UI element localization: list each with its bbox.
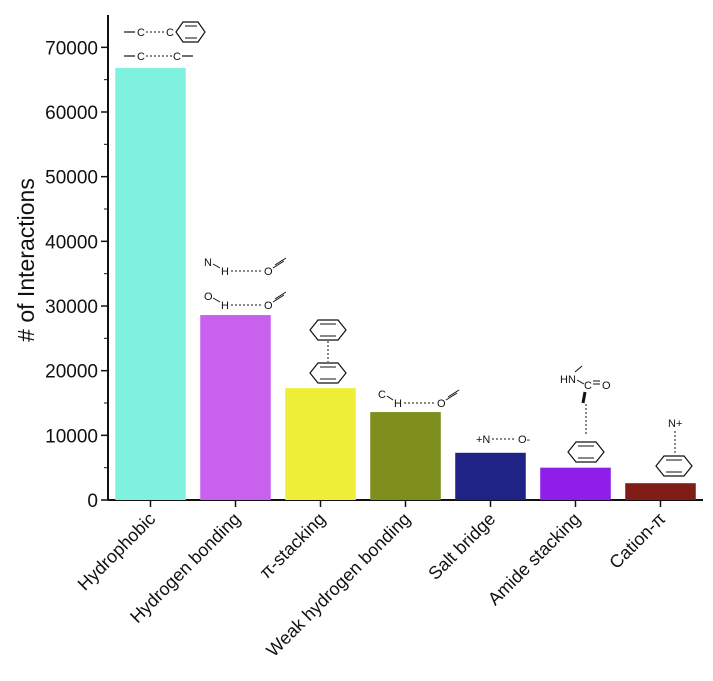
svg-text:+N: +N bbox=[476, 434, 490, 446]
y-tick-label: 20000 bbox=[45, 362, 98, 383]
y-tick-label: 10000 bbox=[45, 426, 98, 447]
bar bbox=[200, 315, 271, 500]
y-tick-label: 50000 bbox=[45, 168, 98, 189]
svg-text:C: C bbox=[137, 27, 145, 39]
x-tick-label: Cation-π bbox=[605, 509, 669, 573]
hydrophobic-cc-icon: C C bbox=[124, 51, 193, 63]
svg-text:H: H bbox=[221, 266, 229, 278]
svg-text:O: O bbox=[264, 300, 273, 312]
svg-text:C: C bbox=[584, 380, 592, 392]
svg-text:O-: O- bbox=[518, 434, 531, 446]
svg-text:C: C bbox=[378, 389, 386, 401]
x-tick-label: Weak hydrogen bonding bbox=[262, 509, 414, 661]
svg-text:C: C bbox=[137, 51, 145, 63]
svg-text:O: O bbox=[204, 291, 213, 303]
x-tick-label: Salt bridge bbox=[424, 509, 499, 584]
svg-text:C: C bbox=[166, 27, 174, 39]
y-tick-label: 40000 bbox=[45, 232, 98, 253]
svg-text:C: C bbox=[173, 51, 181, 63]
bar bbox=[285, 388, 356, 500]
y-tick-label: 30000 bbox=[45, 297, 98, 318]
x-tick-label: Amide stacking bbox=[484, 509, 584, 609]
y-tick-label: 60000 bbox=[45, 103, 98, 124]
svg-text:O: O bbox=[437, 398, 446, 410]
svg-text:O: O bbox=[264, 266, 273, 278]
y-axis-title: # of Interactions bbox=[13, 178, 39, 342]
bars bbox=[115, 68, 696, 500]
bar bbox=[540, 467, 611, 500]
nh-o-hbond-icon: N H O bbox=[204, 257, 287, 278]
x-tick-label: π-stacking bbox=[255, 509, 329, 583]
svg-text:HN: HN bbox=[560, 374, 576, 386]
x-tick-label: Hydrophobic bbox=[74, 509, 160, 595]
ch-o-weak-hbond-icon: C H O bbox=[378, 389, 460, 410]
svg-text:N+: N+ bbox=[668, 418, 682, 430]
bar bbox=[455, 452, 526, 500]
svg-text:O: O bbox=[602, 380, 611, 392]
pi-stacking-rings-icon bbox=[309, 319, 347, 384]
y-tick-label: 70000 bbox=[45, 38, 98, 59]
salt-bridge-icon: +N O- bbox=[476, 434, 531, 446]
y-tick-label: 0 bbox=[87, 491, 98, 512]
bar bbox=[370, 412, 441, 500]
y-ticks: 0 10000 20000 30000 40000 50000 60000 70000 bbox=[45, 38, 108, 512]
hydrophobic-ring-structure-icon: C C bbox=[124, 21, 206, 43]
bar bbox=[115, 68, 186, 500]
cation-pi-icon: N+ bbox=[655, 418, 693, 477]
oh-o-hbond-icon: O H O bbox=[204, 291, 287, 312]
amide-stacking-icon: HN C O bbox=[560, 365, 611, 463]
svg-text:H: H bbox=[394, 398, 402, 410]
bar bbox=[625, 483, 696, 500]
svg-text:H: H bbox=[221, 300, 229, 312]
svg-text:N: N bbox=[204, 257, 212, 269]
